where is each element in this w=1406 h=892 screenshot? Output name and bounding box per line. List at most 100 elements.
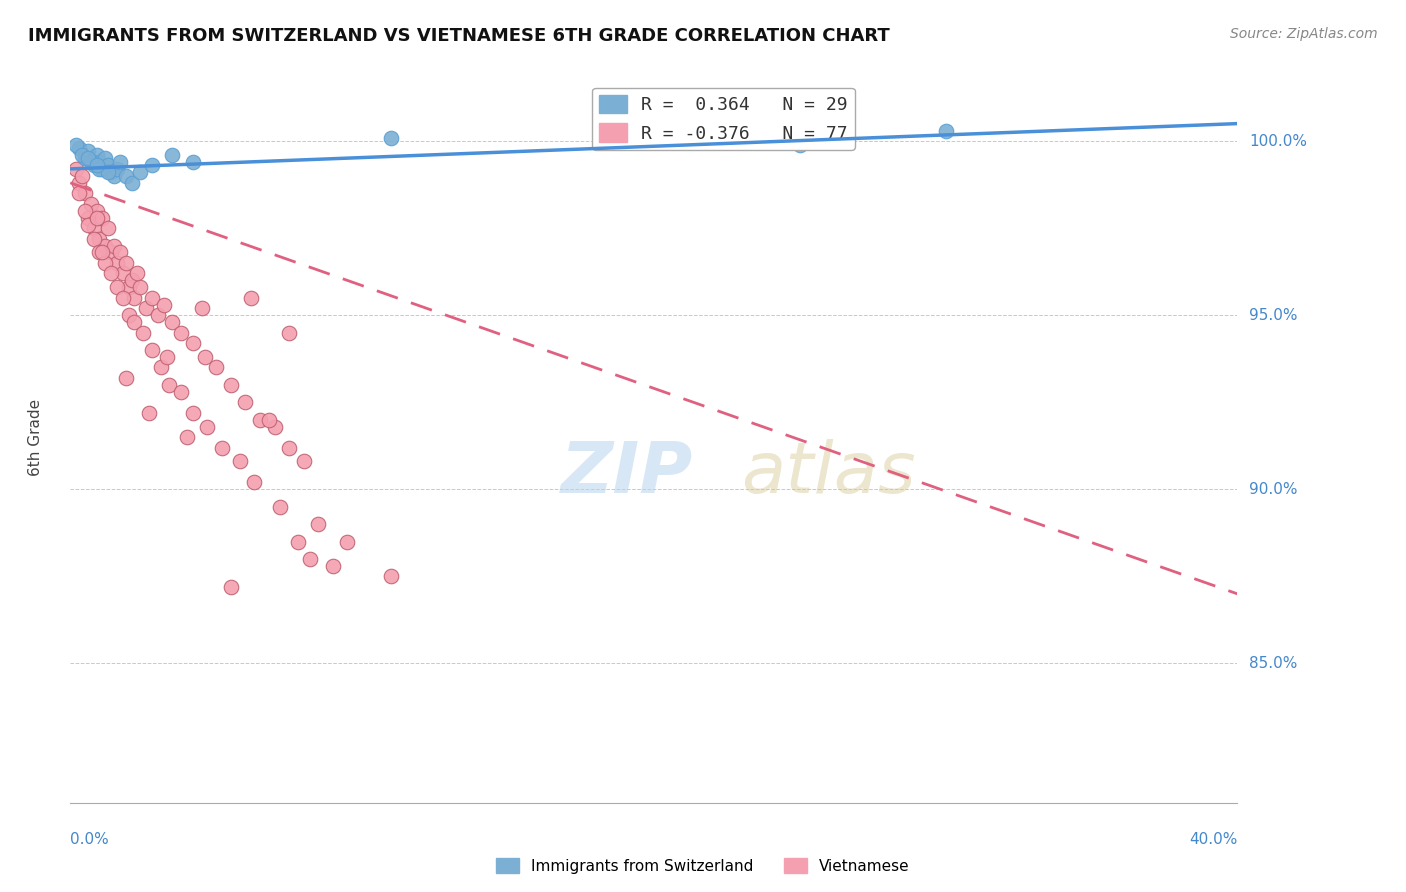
Point <box>67 176 90 190</box>
Point <box>73 203 96 218</box>
Point <box>287 534 309 549</box>
Text: 0.0%: 0.0% <box>70 832 110 847</box>
Point <box>263 419 285 434</box>
Point <box>124 291 146 305</box>
Point <box>132 326 155 340</box>
Point <box>91 161 114 176</box>
Point <box>243 475 266 490</box>
Point <box>103 169 125 183</box>
Point <box>152 298 174 312</box>
Point <box>118 280 141 294</box>
Point <box>121 176 143 190</box>
Point <box>76 211 98 225</box>
Point <box>114 169 136 183</box>
Point <box>176 430 198 444</box>
Point <box>181 155 204 169</box>
Text: 85.0%: 85.0% <box>1249 656 1298 671</box>
Point <box>141 343 163 357</box>
Point <box>205 360 228 375</box>
Point <box>105 161 128 176</box>
Point <box>105 256 128 270</box>
Point <box>100 266 122 280</box>
Text: 40.0%: 40.0% <box>1189 832 1237 847</box>
Point <box>170 384 193 399</box>
Point <box>83 231 105 245</box>
Point <box>149 360 172 375</box>
Point <box>298 552 321 566</box>
Point <box>193 350 215 364</box>
Point <box>91 211 114 225</box>
Point <box>86 203 108 218</box>
Text: atlas: atlas <box>741 439 915 508</box>
Point <box>269 500 291 514</box>
Point <box>162 148 184 162</box>
Point <box>91 245 114 260</box>
Text: 100.0%: 100.0% <box>1249 134 1308 149</box>
Point <box>219 580 242 594</box>
Point <box>141 158 163 172</box>
Point <box>100 165 122 179</box>
Point <box>111 291 134 305</box>
Point <box>70 169 93 183</box>
Point <box>76 218 98 232</box>
Point <box>181 406 204 420</box>
Point <box>146 308 169 322</box>
Point <box>94 256 117 270</box>
Point <box>65 161 87 176</box>
Point <box>129 165 152 179</box>
Point <box>114 256 136 270</box>
Point <box>89 231 111 245</box>
Point <box>278 326 301 340</box>
Point <box>86 148 108 162</box>
Point <box>380 130 402 145</box>
Point <box>86 211 108 225</box>
Point <box>97 158 120 172</box>
Point <box>141 291 163 305</box>
Point <box>159 377 181 392</box>
Text: 6th Grade: 6th Grade <box>28 399 42 475</box>
Point <box>257 412 280 426</box>
Point <box>278 441 301 455</box>
Point <box>80 196 103 211</box>
Point <box>219 377 242 392</box>
Point <box>307 517 329 532</box>
Point <box>292 454 315 468</box>
Point <box>97 221 120 235</box>
Point <box>155 350 177 364</box>
Text: IMMIGRANTS FROM SWITZERLAND VS VIETNAMESE 6TH GRADE CORRELATION CHART: IMMIGRANTS FROM SWITZERLAND VS VIETNAMES… <box>28 27 890 45</box>
Point <box>108 245 131 260</box>
Point <box>80 155 103 169</box>
Point <box>127 266 149 280</box>
Legend: Immigrants from Switzerland, Vietnamese: Immigrants from Switzerland, Vietnamese <box>489 852 917 880</box>
Point <box>76 145 98 159</box>
Point <box>70 148 93 162</box>
Text: ZIP: ZIP <box>561 439 693 508</box>
Point <box>103 238 125 252</box>
Point <box>65 137 87 152</box>
Text: Source: ZipAtlas.com: Source: ZipAtlas.com <box>1230 27 1378 41</box>
Text: 95.0%: 95.0% <box>1249 308 1298 323</box>
Point <box>162 315 184 329</box>
Point <box>170 326 193 340</box>
Point <box>94 152 117 166</box>
Point <box>94 238 117 252</box>
Point <box>105 280 128 294</box>
Point <box>76 152 98 166</box>
Point <box>124 315 146 329</box>
Point <box>129 280 152 294</box>
Point <box>73 152 96 166</box>
Point <box>100 245 122 260</box>
Point <box>89 245 111 260</box>
Point <box>89 161 111 176</box>
Legend: R =  0.364   N = 29, R = -0.376   N = 77: R = 0.364 N = 29, R = -0.376 N = 77 <box>592 87 855 150</box>
Point <box>121 273 143 287</box>
Point <box>181 336 204 351</box>
Point <box>108 155 131 169</box>
Point <box>111 266 134 280</box>
Point <box>135 301 157 316</box>
Point <box>789 137 811 152</box>
Point <box>197 419 219 434</box>
Point <box>228 454 250 468</box>
Point <box>97 165 120 179</box>
Point <box>934 123 956 137</box>
